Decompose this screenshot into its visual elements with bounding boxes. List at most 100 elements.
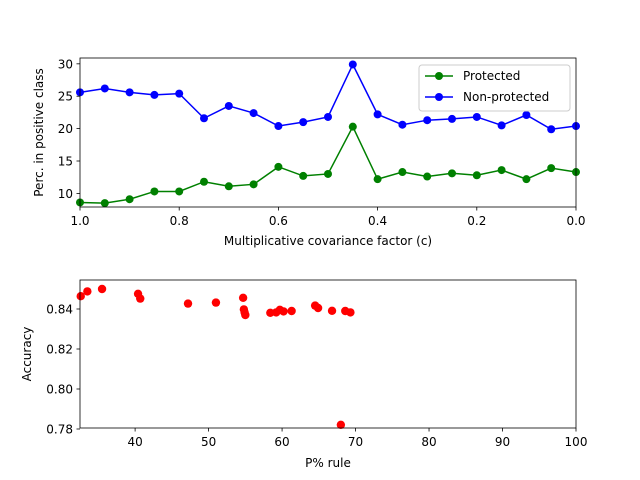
x-tick-label: 0.2	[467, 214, 486, 228]
scatter-point	[83, 287, 92, 296]
scatter-chart-x-axis-label: P% rule	[305, 456, 351, 470]
scatter-point	[183, 299, 193, 308]
data-point	[324, 112, 332, 121]
y-tick-label: 0.82	[46, 343, 73, 357]
data-point	[497, 166, 506, 175]
data-point	[224, 182, 233, 191]
data-point	[125, 195, 134, 204]
scatter-point	[241, 310, 250, 320]
scatter-chart-frame	[79, 279, 577, 429]
line-chart-x-ticks: 1.0 0.8 0.6 0.4 0.2 0.0	[70, 207, 586, 228]
x-tick-label: 70	[348, 435, 363, 449]
data-point	[522, 111, 531, 120]
scatter-chart-x-ticks: 40 50 60 70 80 90 100	[127, 428, 587, 449]
legend-item-protected: Protected	[425, 69, 520, 83]
data-point	[423, 116, 432, 125]
line-chart-frame	[79, 57, 577, 208]
legend-non-protected-label: Non-protected	[463, 90, 549, 104]
scatter-point	[336, 420, 346, 429]
scatter-chart-y-ticks: 0.78 0.80 0.82 0.84	[46, 303, 80, 437]
x-tick-label: 0.8	[170, 214, 189, 228]
x-tick-label: 0.6	[269, 214, 288, 228]
y-tick-label: 10	[58, 187, 73, 201]
data-point	[249, 180, 258, 189]
scatter-chart-points-layer	[76, 284, 355, 429]
legend-protected-marker	[435, 72, 443, 80]
line-chart-series-layer	[76, 60, 580, 208]
data-point	[373, 175, 382, 184]
data-point	[100, 84, 109, 93]
scatter-point	[136, 294, 145, 303]
line-chart: 1.0 0.8 0.6 0.4 0.2 0.0 10 15 20 25 30 Multiplica…	[32, 57, 586, 248]
data-point	[448, 169, 456, 178]
scatter-chart-y-axis-label: Accuracy	[20, 327, 34, 382]
legend-item-non-protected: Non-protected	[425, 90, 549, 104]
data-point	[472, 171, 481, 180]
data-point	[249, 109, 258, 118]
x-tick-label: 40	[127, 435, 142, 449]
data-point	[497, 121, 506, 130]
data-point	[448, 114, 456, 123]
series-protected	[76, 122, 580, 208]
line-chart-legend: Protected Non-protected	[418, 64, 571, 112]
legend-protected-label: Protected	[463, 69, 520, 83]
x-tick-label: 0.0	[566, 214, 585, 228]
scatter-point	[76, 292, 85, 301]
data-point	[100, 199, 109, 208]
y-tick-label: 25	[58, 90, 73, 104]
data-point	[348, 122, 357, 131]
x-tick-label: 60	[274, 435, 289, 449]
scatter-point	[313, 303, 323, 313]
data-point	[125, 88, 134, 97]
data-point	[373, 110, 382, 119]
data-point	[423, 172, 432, 181]
data-point	[324, 169, 332, 178]
data-point	[398, 120, 407, 129]
scatter-chart: 40 50 60 70 80 90 100 0.78 0.80 0.82 0.84 P% rule…	[20, 279, 587, 470]
scatter-point	[346, 308, 355, 317]
data-point	[472, 112, 481, 121]
y-tick-label: 20	[58, 122, 73, 136]
data-point	[547, 125, 556, 134]
data-point	[175, 89, 184, 98]
line-chart-x-axis-label: Multiplicative covariance factor (c)	[224, 234, 432, 248]
data-point	[299, 171, 308, 180]
data-point	[398, 168, 407, 177]
x-tick-label: 80	[421, 435, 436, 449]
data-point	[348, 60, 357, 69]
x-tick-label: 100	[565, 435, 588, 449]
data-point	[200, 177, 208, 186]
data-point	[200, 114, 208, 123]
series-non-protected	[76, 60, 580, 134]
data-point	[175, 187, 184, 196]
x-tick-label: 50	[201, 435, 216, 449]
scatter-point	[279, 307, 288, 316]
y-tick-label: 0.80	[46, 383, 73, 397]
data-point	[274, 122, 283, 131]
legend-box	[418, 64, 571, 112]
scatter-point	[327, 306, 337, 315]
scatter-point	[287, 306, 296, 316]
data-point	[547, 164, 556, 173]
x-tick-label: 90	[495, 435, 510, 449]
line-chart-y-ticks: 10 15 20 25 30	[58, 57, 80, 201]
data-point	[150, 90, 159, 99]
data-point	[224, 101, 233, 110]
scatter-point	[211, 298, 221, 307]
y-tick-label: 0.84	[46, 303, 73, 317]
y-tick-label: 15	[58, 155, 73, 169]
legend-non-protected-marker	[435, 93, 443, 101]
y-tick-label: 0.78	[46, 423, 73, 437]
data-point	[274, 162, 283, 171]
scatter-point	[97, 284, 107, 294]
data-point	[522, 175, 531, 184]
data-point	[150, 187, 159, 196]
x-tick-label: 1.0	[70, 214, 89, 228]
data-point	[299, 118, 308, 127]
scatter-chart-plot-area	[80, 280, 576, 428]
y-tick-label: 30	[58, 57, 73, 71]
line-chart-y-axis-label: Perc. in positive class	[32, 68, 46, 197]
x-tick-label: 0.4	[368, 214, 387, 228]
scatter-point	[238, 293, 248, 302]
